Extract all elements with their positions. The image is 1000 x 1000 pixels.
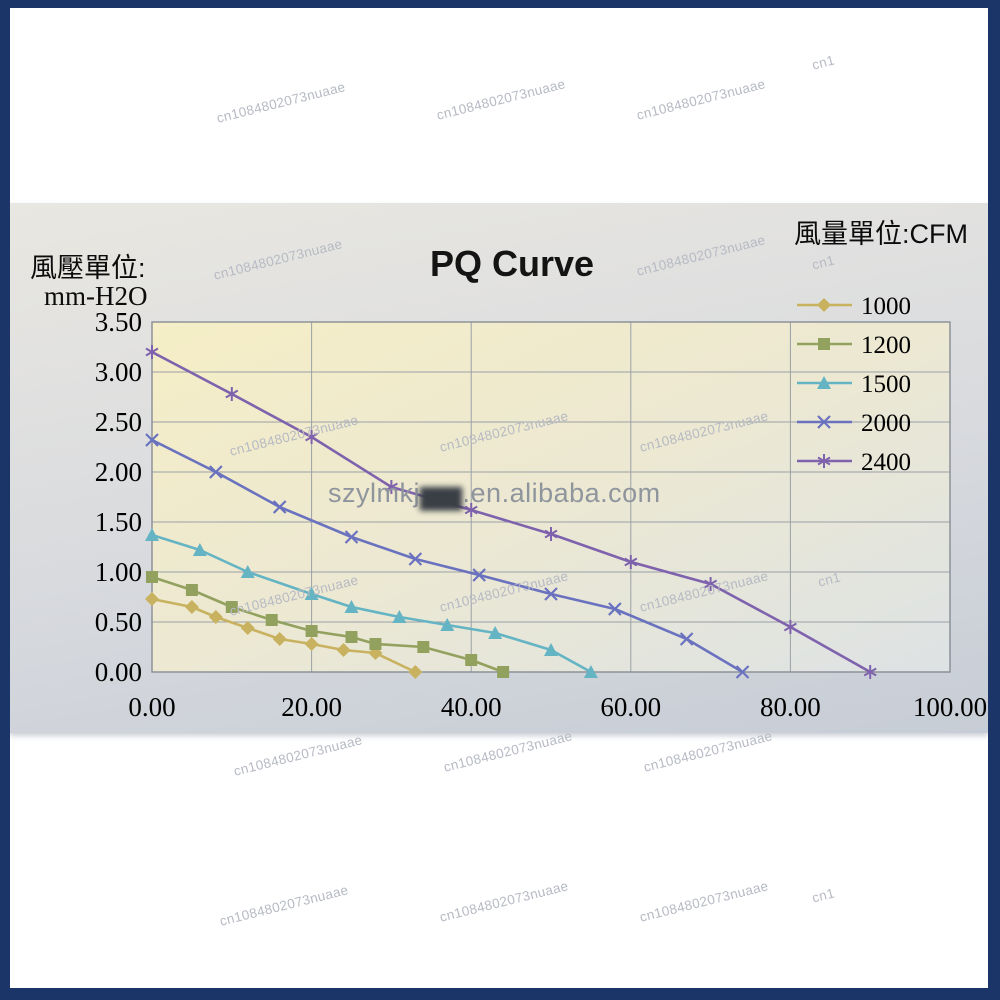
frame-border-right xyxy=(988,0,1000,1000)
frame-border-left xyxy=(0,0,10,1000)
pressure-unit-label-line1: 風壓單位: xyxy=(30,253,146,283)
watermark-text: cn1084802073nuaae xyxy=(218,882,350,929)
chart-title: PQ Curve xyxy=(429,243,595,284)
watermark-text: cn1 xyxy=(810,885,837,906)
watermark-text: cn1084802073nuaae xyxy=(215,79,347,126)
watermark-text: cn1084802073nuaae xyxy=(638,878,770,925)
pressure-unit-label-line2: mm-H2O xyxy=(44,281,148,311)
frame-border-top xyxy=(0,0,1000,8)
watermark-text: cn1084802073nuaae xyxy=(642,728,774,775)
watermark-text: cn1084802073nuaae xyxy=(442,728,574,775)
flow-unit-label: 風量單位:CFM xyxy=(794,219,968,249)
watermark-text: cn1084802073nuaae xyxy=(435,76,567,123)
watermark-text: cn1084802073nuaae xyxy=(232,732,364,779)
watermark-text: cn1 xyxy=(810,52,837,73)
watermark-text: cn1084802073nuaae xyxy=(635,76,767,123)
frame-border-bottom xyxy=(0,988,1000,1000)
watermark-text: cn1084802073nuaae xyxy=(438,878,570,925)
